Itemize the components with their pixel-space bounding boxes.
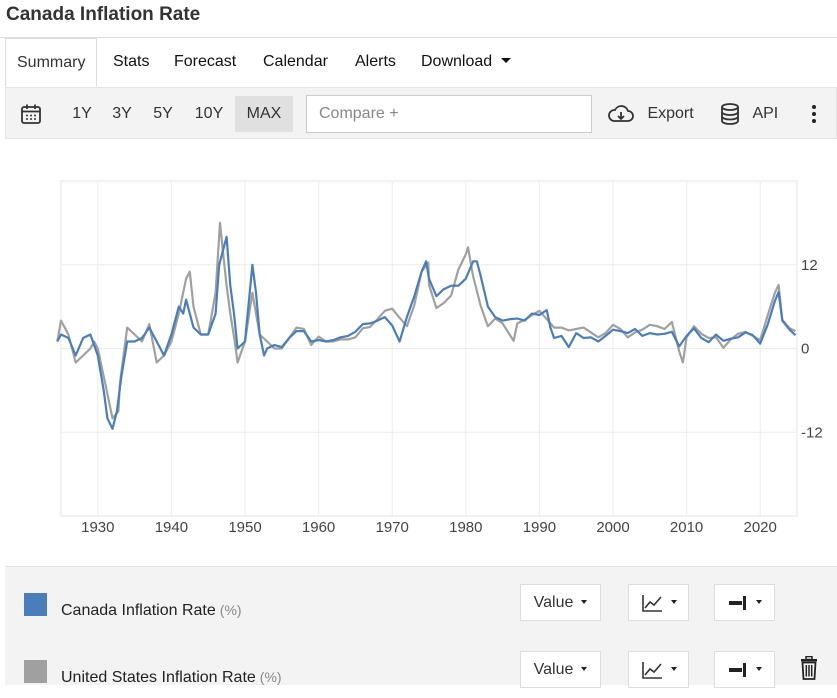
legend-panel: Canada Inflation Rate (%) Value United St…: [5, 566, 837, 688]
caret-down-icon: [581, 666, 588, 671]
us-inflation-line: [56, 221, 796, 420]
canada-value-label: Value: [533, 594, 574, 611]
us-series-unit: (%): [259, 669, 282, 685]
canada-axis-dropdown[interactable]: [714, 584, 775, 621]
canada-value-dropdown[interactable]: Value: [520, 584, 601, 621]
tab-stats[interactable]: Stats: [113, 53, 150, 70]
tab-bar: Summary Stats Forecast Calendar Alerts D…: [0, 37, 837, 87]
cloud-download-icon: [608, 104, 634, 122]
us-series-label: United States Inflation Rate (%): [61, 669, 282, 687]
legend-row-canada: Canada Inflation Rate (%) Value: [5, 575, 837, 631]
tab-summary[interactable]: Summary: [5, 38, 98, 87]
more-vertical-icon-graphic: [812, 104, 816, 123]
us-value-dropdown[interactable]: Value: [520, 651, 601, 688]
us-axis-dropdown[interactable]: [714, 651, 775, 688]
database-icon: [721, 102, 739, 125]
calendar-icon-graphic: [21, 104, 41, 124]
range-max-button[interactable]: MAX: [235, 96, 293, 132]
line-chart-icon: [641, 594, 662, 612]
canada-chart-type-dropdown[interactable]: [628, 584, 689, 621]
x-tick-label: 1970: [376, 519, 409, 536]
us-value-label: Value: [533, 661, 574, 678]
trash-icon[interactable]: [800, 655, 820, 682]
legend-row-us: United States Inflation Rate (%) Value: [5, 642, 837, 698]
x-tick-label: 1940: [155, 519, 188, 536]
canada-series-label: Canada Inflation Rate (%): [61, 602, 242, 620]
x-tick-label: 1980: [449, 519, 482, 536]
export-label: Export: [647, 105, 694, 122]
toolbar: 1Y 3Y 5Y 10Y MAX Export API: [5, 87, 837, 139]
tab-alerts[interactable]: Alerts: [355, 53, 396, 70]
page-title: Canada Inflation Rate: [6, 4, 201, 25]
range-3y-button[interactable]: 3Y: [112, 105, 132, 122]
x-tick-label: 2010: [670, 519, 703, 536]
us-series-swatch: [24, 660, 47, 683]
canada-inflation-line: [56, 235, 797, 430]
chart-area: 1930 1940 1950 1960 1970 1980 1990 2000 2010 2020…: [0, 140, 837, 565]
api-button[interactable]: API: [719, 96, 789, 132]
inflation-line-chart: 1930 1940 1950 1960 1970 1980 1990 2000 2010 2020…: [56, 180, 823, 536]
caret-down-icon: [581, 599, 588, 604]
range-1y-button[interactable]: 1Y: [72, 105, 92, 122]
x-tick-label: 1960: [302, 519, 335, 536]
caret-down-icon: [755, 666, 762, 671]
trash-icon-graphic: [801, 655, 817, 680]
caret-down-icon: [670, 666, 677, 671]
us-chart-type-dropdown[interactable]: [628, 651, 689, 688]
tab-forecast[interactable]: Forecast: [174, 53, 237, 70]
canada-series-name: Canada Inflation Rate: [61, 602, 216, 619]
caret-down-icon: [501, 57, 512, 63]
x-tick-label: 2020: [744, 519, 777, 536]
y-tick-label: 0: [801, 341, 809, 358]
canada-series-swatch: [24, 593, 47, 616]
axis-right-icon: [728, 662, 746, 677]
calendar-icon[interactable]: [16, 96, 46, 132]
caret-down-icon: [670, 599, 677, 604]
x-tick-label: 1950: [228, 519, 261, 536]
x-tick-label: 1930: [81, 519, 114, 536]
line-chart-icon: [641, 661, 662, 679]
more-vertical-icon[interactable]: [804, 96, 824, 132]
tab-download[interactable]: Download: [421, 38, 512, 87]
us-series-name: United States Inflation Rate: [61, 669, 256, 686]
y-tick-label: -12: [801, 424, 823, 441]
tab-download-label: Download: [421, 53, 493, 70]
x-tick-label: 1990: [523, 519, 556, 536]
tab-calendar[interactable]: Calendar: [263, 53, 328, 70]
canada-series-unit: (%): [219, 602, 242, 618]
caret-down-icon: [755, 599, 762, 604]
y-tick-label: 12: [801, 257, 818, 274]
api-label: API: [752, 105, 779, 122]
export-button[interactable]: Export: [607, 96, 702, 132]
axis-right-icon: [728, 595, 746, 610]
x-tick-label: 2000: [596, 519, 629, 536]
range-5y-button[interactable]: 5Y: [153, 105, 173, 122]
range-10y-button[interactable]: 10Y: [194, 105, 224, 122]
compare-input[interactable]: [306, 95, 592, 133]
